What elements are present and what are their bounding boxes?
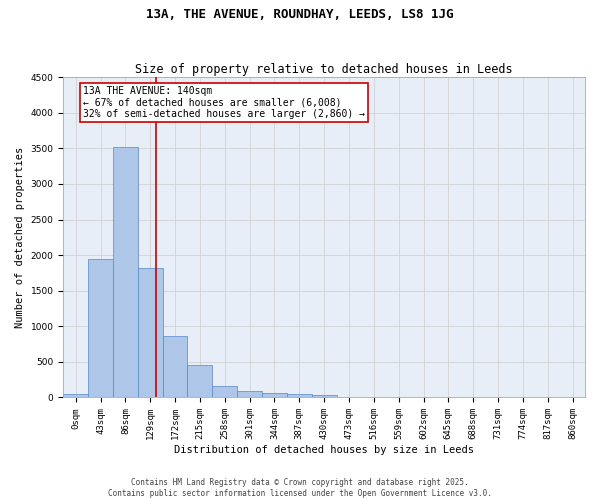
Bar <box>187 366 212 398</box>
X-axis label: Distribution of detached houses by size in Leeds: Distribution of detached houses by size … <box>174 445 474 455</box>
Bar <box>138 268 163 398</box>
Text: Contains HM Land Registry data © Crown copyright and database right 2025.
Contai: Contains HM Land Registry data © Crown c… <box>108 478 492 498</box>
Bar <box>88 258 113 398</box>
Y-axis label: Number of detached properties: Number of detached properties <box>15 146 25 328</box>
Bar <box>113 147 138 398</box>
Bar <box>163 336 187 398</box>
Text: 13A, THE AVENUE, ROUNDHAY, LEEDS, LS8 1JG: 13A, THE AVENUE, ROUNDHAY, LEEDS, LS8 1J… <box>146 8 454 20</box>
Bar <box>63 394 88 398</box>
Text: 13A THE AVENUE: 140sqm
← 67% of detached houses are smaller (6,008)
32% of semi-: 13A THE AVENUE: 140sqm ← 67% of detached… <box>83 86 365 119</box>
Title: Size of property relative to detached houses in Leeds: Size of property relative to detached ho… <box>136 63 513 76</box>
Bar <box>262 393 287 398</box>
Bar <box>237 390 262 398</box>
Bar <box>212 386 237 398</box>
Bar <box>312 395 337 398</box>
Bar <box>287 394 312 398</box>
